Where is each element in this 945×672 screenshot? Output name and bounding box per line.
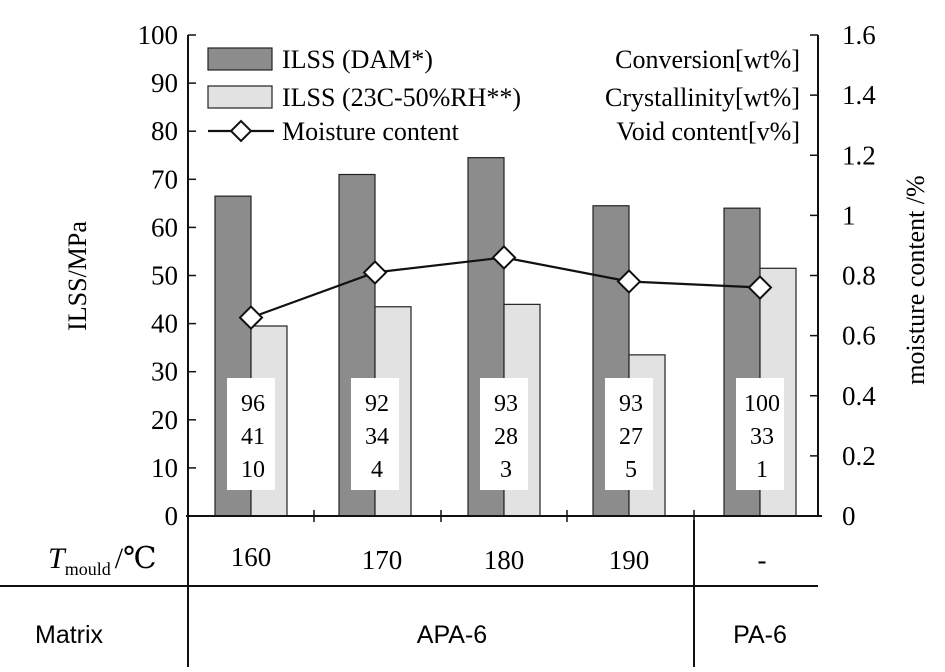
legend-label-1: ILSS (DAM*) bbox=[282, 45, 433, 74]
y-tick-label-40: 40 bbox=[151, 309, 178, 339]
annotation-value-5-3: 1 bbox=[756, 457, 768, 483]
y2-tick-label-0.8: 0.8 bbox=[842, 261, 876, 291]
annotation-box-4 bbox=[605, 378, 653, 490]
annotation-value-4-1: 93 bbox=[619, 391, 643, 417]
y-tick-label-70: 70 bbox=[151, 164, 178, 194]
y2-tick-label-0: 0 bbox=[842, 501, 856, 531]
x-category-label-2: 170 bbox=[362, 545, 403, 575]
moisture-line-layer bbox=[238, 245, 773, 331]
annotation-value-2-2: 34 bbox=[365, 424, 389, 450]
moisture-point-3 bbox=[491, 245, 517, 270]
y-tick-label-10: 10 bbox=[151, 453, 178, 483]
legend-label-2: ILSS (23C-50%RH**) bbox=[282, 83, 521, 112]
annotation-value-1-3: 10 bbox=[241, 457, 265, 483]
tmould-label: Tmould/℃ bbox=[48, 542, 157, 579]
annotation-value-1-1: 96 bbox=[241, 391, 265, 417]
y2-tick-label-1.6: 1.6 bbox=[842, 20, 876, 50]
annotation-value-2-1: 92 bbox=[365, 391, 389, 417]
moisture-point-4 bbox=[616, 269, 642, 294]
annotation-value-4-2: 27 bbox=[619, 424, 643, 450]
bottom-table: Tmould/℃ 160 170 180 190 - Matrix APA-6 PA-6 bbox=[0, 516, 818, 667]
matrix-group-apa6: APA-6 bbox=[417, 621, 487, 649]
annotation-box-3 bbox=[480, 378, 528, 490]
y-axis-label: ILSS/MPa bbox=[63, 221, 92, 331]
x-category-label-3: 180 bbox=[484, 545, 525, 575]
annotation-box-5 bbox=[736, 378, 784, 490]
annotation-value-3-2: 28 bbox=[494, 424, 518, 450]
legend-swatch-rh bbox=[207, 85, 273, 109]
y2-tick-label-1.4: 1.4 bbox=[842, 80, 876, 110]
annotation-value-1-2: 41 bbox=[241, 424, 265, 450]
y-tick-label-90: 90 bbox=[151, 68, 178, 98]
annotation-value-4-3: 5 bbox=[625, 457, 637, 483]
y2-tick-label-1: 1 bbox=[842, 200, 856, 230]
annotation-box-2 bbox=[351, 378, 399, 490]
moisture-point-5 bbox=[747, 275, 773, 300]
annotation-value-5-1: 100 bbox=[744, 391, 780, 417]
x-category-label-4: 190 bbox=[609, 545, 650, 575]
y-tick-label-20: 20 bbox=[151, 405, 178, 435]
matrix-label: Matrix bbox=[35, 621, 104, 649]
moisture-point-2 bbox=[362, 260, 388, 285]
annotation-value-3-3: 3 bbox=[500, 457, 512, 483]
moisture-point-1 bbox=[238, 305, 264, 331]
y-tick-label-100: 100 bbox=[138, 20, 179, 50]
y2-axis-label: moisture content /% bbox=[901, 175, 930, 384]
y-tick-label-80: 80 bbox=[151, 116, 178, 146]
legend-label-3: Moisture content bbox=[282, 117, 460, 146]
y-tick-label-50: 50 bbox=[151, 261, 178, 291]
annotation-box-1 bbox=[227, 378, 275, 490]
y-tick-label-30: 30 bbox=[151, 357, 178, 387]
axes-layer: 0 10 20 30 40 50 60 70 80 90 100 0 0.2 0.4 0.6 0.8 1 1.2 1… bbox=[63, 20, 930, 531]
y2-tick-label-0.2: 0.2 bbox=[842, 441, 876, 471]
annotation-header-1: Conversion[wt%] bbox=[615, 45, 800, 74]
annotation-value-5-2: 33 bbox=[750, 424, 774, 450]
y-tick-label-0: 0 bbox=[165, 501, 179, 531]
legend-swatch-marker bbox=[229, 119, 253, 143]
annotation-value-3-1: 93 bbox=[494, 391, 518, 417]
y-tick-label-60: 60 bbox=[151, 212, 178, 242]
annotation-header-3: Void content[v%] bbox=[616, 117, 800, 146]
annotation-header-2: Crystallinity[wt%] bbox=[605, 83, 800, 112]
legend-layer: ILSS (DAM*) ILSS (23C-50%RH**) Moisture co… bbox=[207, 45, 800, 146]
y2-tick-label-1.2: 1.2 bbox=[842, 140, 876, 170]
matrix-group-pa6: PA-6 bbox=[733, 621, 787, 649]
annotation-value-2-3: 4 bbox=[371, 457, 383, 483]
annotation-layer: 96 41 10 92 34 4 93 28 3 93 27 5 100 33 1 bbox=[227, 378, 784, 490]
x-category-label-5: - bbox=[758, 545, 767, 575]
y2-tick-label-0.4: 0.4 bbox=[842, 381, 876, 411]
x-category-label-1: 160 bbox=[231, 542, 272, 572]
y2-tick-label-0.6: 0.6 bbox=[842, 321, 876, 351]
legend-swatch-dam bbox=[207, 47, 273, 71]
